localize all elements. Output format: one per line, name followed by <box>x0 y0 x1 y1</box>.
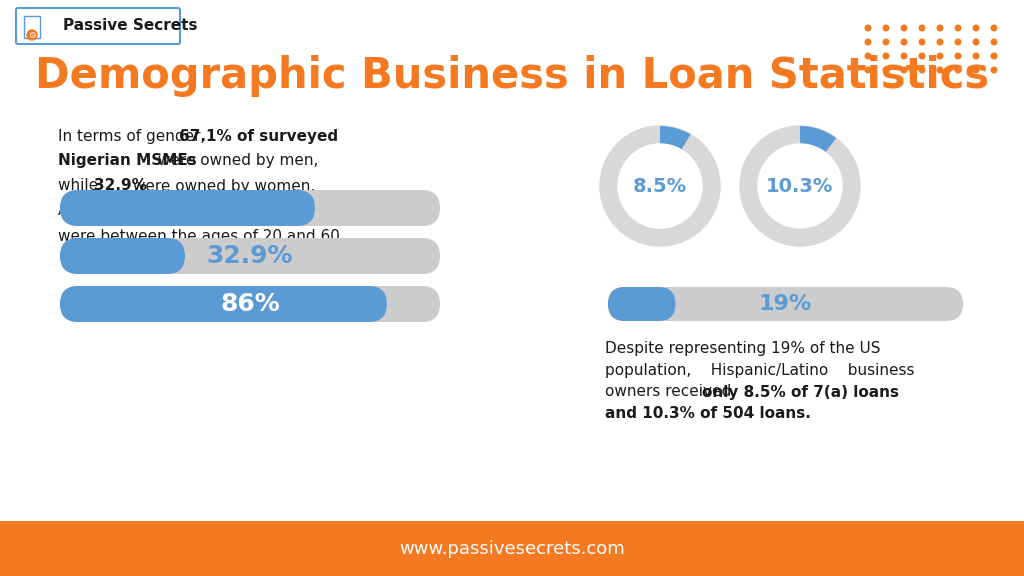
FancyBboxPatch shape <box>60 190 315 226</box>
Text: www.passivesecrets.com: www.passivesecrets.com <box>399 540 625 558</box>
Text: Nigerian MSMEs: Nigerian MSMEs <box>58 153 197 169</box>
FancyBboxPatch shape <box>60 286 387 322</box>
Text: In terms of gender,: In terms of gender, <box>58 128 208 143</box>
Circle shape <box>920 53 925 59</box>
Circle shape <box>937 39 943 45</box>
Circle shape <box>937 53 943 59</box>
FancyBboxPatch shape <box>60 238 440 274</box>
Circle shape <box>901 53 907 59</box>
Text: 32.9%: 32.9% <box>94 179 147 194</box>
Circle shape <box>991 25 996 31</box>
Circle shape <box>973 39 979 45</box>
Text: ⚙: ⚙ <box>29 31 36 40</box>
FancyBboxPatch shape <box>60 190 440 226</box>
Wedge shape <box>660 126 690 186</box>
Text: 32.9%: 32.9% <box>207 244 293 268</box>
Text: owners received: owners received <box>605 385 736 400</box>
Text: were owned by men,: were owned by men, <box>154 153 318 169</box>
FancyBboxPatch shape <box>0 521 1024 576</box>
Circle shape <box>937 25 943 31</box>
Circle shape <box>955 53 961 59</box>
Circle shape <box>865 39 870 45</box>
Circle shape <box>991 39 996 45</box>
Text: Demographic Business in Loan Statistics: Demographic Business in Loan Statistics <box>35 55 989 97</box>
Text: 67.1% of surveyed: 67.1% of surveyed <box>179 128 338 143</box>
FancyBboxPatch shape <box>60 286 440 322</box>
Circle shape <box>865 25 870 31</box>
Circle shape <box>901 25 907 31</box>
Circle shape <box>920 25 925 31</box>
Text: 19%: 19% <box>759 294 812 314</box>
Circle shape <box>883 53 889 59</box>
Circle shape <box>883 67 889 73</box>
Text: Passive Secrets: Passive Secrets <box>62 18 198 33</box>
Circle shape <box>865 53 870 59</box>
Circle shape <box>955 39 961 45</box>
Text: and 10.3% of 504 loans.: and 10.3% of 504 loans. <box>605 407 811 422</box>
FancyBboxPatch shape <box>16 8 180 44</box>
Circle shape <box>865 67 870 73</box>
Circle shape <box>27 30 37 40</box>
Circle shape <box>883 39 889 45</box>
Text: 67.1%: 67.1% <box>207 196 293 220</box>
FancyBboxPatch shape <box>60 238 185 274</box>
FancyBboxPatch shape <box>24 16 40 38</box>
Circle shape <box>901 39 907 45</box>
Circle shape <box>618 144 702 228</box>
Text: were owned by women.: were owned by women. <box>128 179 315 194</box>
Wedge shape <box>800 126 837 186</box>
Circle shape <box>920 67 925 73</box>
FancyBboxPatch shape <box>608 287 963 321</box>
Text: Additionally, around: Additionally, around <box>58 203 216 218</box>
Text: 86%: 86% <box>220 292 280 316</box>
Text: 86% of SME owners: 86% of SME owners <box>185 203 353 218</box>
Circle shape <box>740 126 860 246</box>
Circle shape <box>758 144 842 228</box>
Text: population,    Hispanic/Latino    business: population, Hispanic/Latino business <box>605 362 914 377</box>
Circle shape <box>991 53 996 59</box>
Circle shape <box>973 25 979 31</box>
Circle shape <box>600 126 720 246</box>
Text: Despite representing 19% of the US: Despite representing 19% of the US <box>605 340 881 355</box>
Circle shape <box>937 67 943 73</box>
Circle shape <box>901 67 907 73</box>
Circle shape <box>973 53 979 59</box>
Text: 10.3%: 10.3% <box>766 176 834 195</box>
Circle shape <box>955 25 961 31</box>
Text: only 8.5% of 7(a) loans: only 8.5% of 7(a) loans <box>701 385 899 400</box>
Text: while: while <box>58 179 103 194</box>
Circle shape <box>883 25 889 31</box>
Circle shape <box>955 67 961 73</box>
Circle shape <box>973 67 979 73</box>
Text: 8.5%: 8.5% <box>633 176 687 195</box>
FancyBboxPatch shape <box>608 287 676 321</box>
Circle shape <box>991 67 996 73</box>
Circle shape <box>920 39 925 45</box>
Text: were between the ages of 20 and 60.: were between the ages of 20 and 60. <box>58 229 345 244</box>
